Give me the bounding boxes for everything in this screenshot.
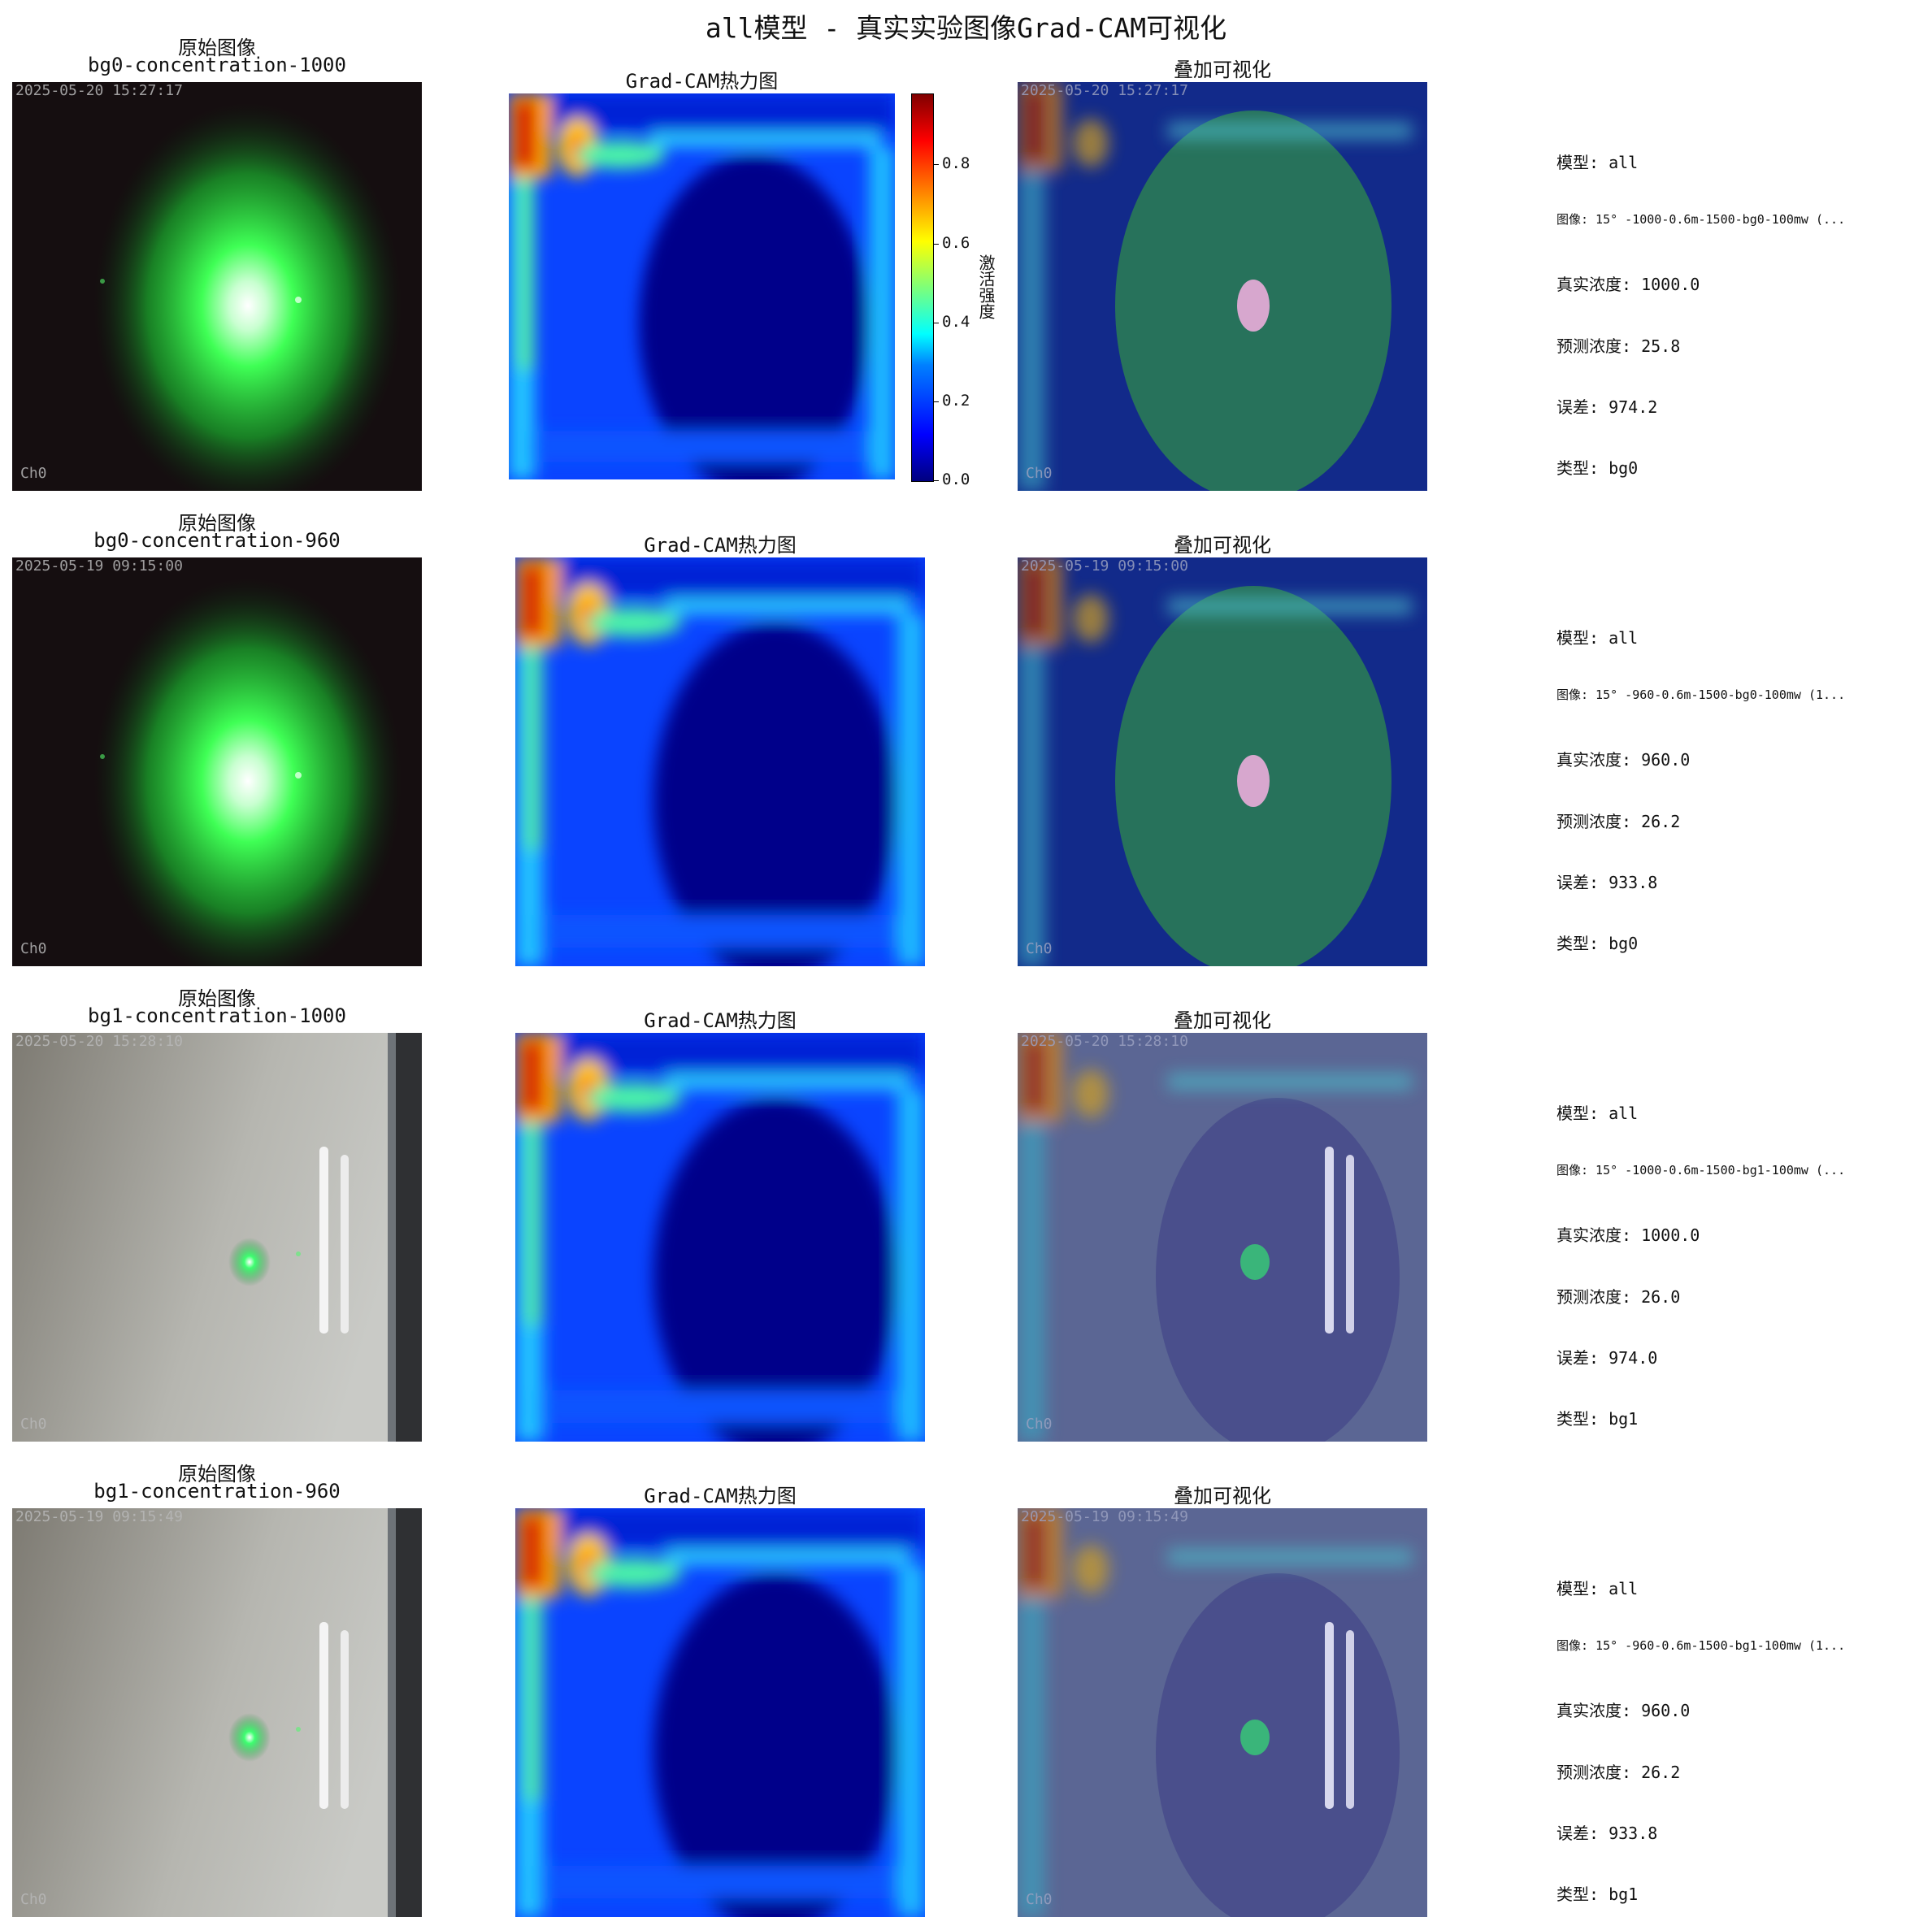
info-type: 类型: bg1	[1556, 1881, 1638, 1905]
info-type: 类型: bg1	[1556, 1406, 1638, 1429]
svg-text:2025-05-19 09:15:49: 2025-05-19 09:15:49	[1021, 1508, 1188, 1525]
overlay-title: 叠加可视化	[1018, 529, 1427, 557]
colorbar-tick-label: 0.0	[942, 471, 970, 488]
channel-overlay: Ch0	[20, 1416, 47, 1433]
orig-subtitle: bg1-concentration-1000	[12, 1004, 422, 1027]
info-error: 误差: 974.0	[1556, 1345, 1657, 1368]
heatmap-title: Grad-CAM热力图	[515, 529, 925, 557]
colorbar-tick-mark	[933, 401, 939, 402]
info-true-conc: 真实浓度: 960.0	[1556, 747, 1690, 770]
info-image: 图像: 15° -1000-0.6m-1500-bg0-100mw (...	[1556, 210, 1845, 228]
overlay-title: 叠加可视化	[1018, 1480, 1427, 1508]
gradcam-heatmap	[515, 1508, 925, 1917]
info-pred-conc: 预测浓度: 25.8	[1556, 333, 1680, 357]
heatmap-title: Grad-CAM热力图	[515, 1004, 925, 1033]
colorbar-tick-mark	[933, 480, 939, 481]
overlay-title: 叠加可视化	[1018, 54, 1427, 82]
info-model: 模型: all	[1556, 150, 1638, 173]
svg-text:2025-05-20 15:27:17: 2025-05-20 15:27:17	[1021, 82, 1188, 99]
colorbar-tick-mark	[933, 244, 939, 245]
timestamp-overlay: 2025-05-19 09:15:00	[15, 557, 183, 575]
info-true-conc: 真实浓度: 960.0	[1556, 1698, 1690, 1721]
overlay-title: 叠加可视化	[1018, 1004, 1427, 1033]
info-model: 模型: all	[1556, 625, 1638, 648]
orig-subtitle: bg0-concentration-960	[12, 529, 422, 552]
svg-text:Ch0: Ch0	[1026, 1416, 1053, 1433]
info-true-conc: 真实浓度: 1000.0	[1556, 1222, 1700, 1246]
gradcam-heatmap	[509, 93, 895, 479]
info-pred-conc: 预测浓度: 26.2	[1556, 809, 1680, 832]
info-pred-conc: 预测浓度: 26.0	[1556, 1284, 1680, 1308]
timestamp-overlay: 2025-05-19 09:15:49	[15, 1508, 183, 1525]
info-error: 误差: 933.8	[1556, 1820, 1657, 1844]
info-image: 图像: 15° -960-0.6m-1500-bg0-100mw (1...	[1556, 686, 1845, 703]
info-model: 模型: all	[1556, 1576, 1638, 1599]
info-image: 图像: 15° -1000-0.6m-1500-bg1-100mw (...	[1556, 1161, 1845, 1178]
colorbar-tick-label: 0.4	[942, 313, 970, 331]
info-type: 类型: bg0	[1556, 455, 1638, 479]
info-true-conc: 真实浓度: 1000.0	[1556, 271, 1700, 295]
channel-overlay: Ch0	[20, 465, 47, 482]
svg-text:Ch0: Ch0	[1026, 465, 1053, 482]
info-image: 图像: 15° -960-0.6m-1500-bg1-100mw (1...	[1556, 1637, 1845, 1654]
timestamp-overlay: 2025-05-20 15:27:17	[15, 82, 183, 99]
original-image: 2025-05-19 09:15:00 Ch0	[12, 557, 422, 966]
channel-overlay: Ch0	[20, 940, 47, 957]
original-image: 2025-05-19 09:15:49 Ch0	[12, 1508, 422, 1917]
overlay-image: 2025-05-20 15:27:17 Ch0	[1018, 82, 1427, 491]
heatmap-title: Grad-CAM热力图	[509, 65, 895, 93]
info-type: 类型: bg0	[1556, 930, 1638, 954]
gradcam-heatmap	[515, 557, 925, 966]
colorbar-tick-label: 0.8	[942, 154, 970, 172]
colorbar-tick-label: 0.2	[942, 392, 970, 410]
timestamp-overlay: 2025-05-20 15:28:10	[15, 1033, 183, 1050]
overlay-image: 2025-05-20 15:28:10 Ch0	[1018, 1033, 1427, 1442]
svg-text:2025-05-19 09:15:00: 2025-05-19 09:15:00	[1021, 557, 1188, 575]
heatmap-title: Grad-CAM热力图	[515, 1480, 925, 1508]
svg-text:Ch0: Ch0	[1026, 1891, 1053, 1908]
channel-overlay: Ch0	[20, 1891, 47, 1908]
info-pred-conc: 预测浓度: 26.2	[1556, 1759, 1680, 1783]
colorbar	[911, 93, 934, 482]
info-error: 误差: 974.2	[1556, 394, 1657, 418]
orig-subtitle: bg0-concentration-1000	[12, 54, 422, 76]
orig-subtitle: bg1-concentration-960	[12, 1480, 422, 1503]
colorbar-label: 激活强度	[975, 254, 998, 319]
overlay-image: 2025-05-19 09:15:49 Ch0	[1018, 1508, 1427, 1917]
info-error: 误差: 933.8	[1556, 870, 1657, 893]
colorbar-tick-label: 0.6	[942, 234, 970, 252]
info-model: 模型: all	[1556, 1100, 1638, 1124]
svg-text:2025-05-20 15:28:10: 2025-05-20 15:28:10	[1021, 1033, 1188, 1050]
overlay-image: 2025-05-19 09:15:00 Ch0	[1018, 557, 1427, 966]
colorbar-tick-mark	[933, 164, 939, 165]
svg-text:Ch0: Ch0	[1026, 940, 1053, 957]
gradcam-heatmap	[515, 1033, 925, 1442]
original-image: 2025-05-20 15:27:17 Ch0	[12, 82, 422, 491]
original-image: 2025-05-20 15:28:10 Ch0	[12, 1033, 422, 1442]
